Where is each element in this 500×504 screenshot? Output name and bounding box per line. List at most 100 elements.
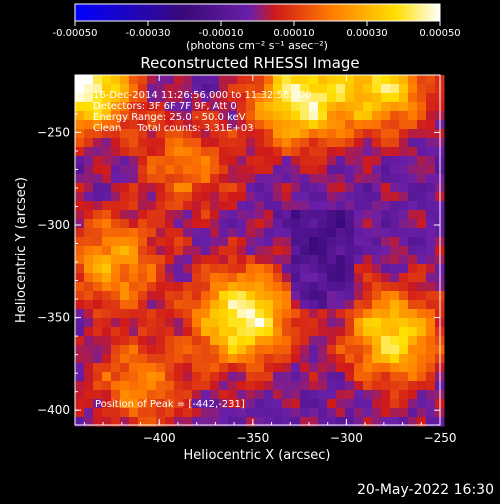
heatmap-cell <box>345 291 355 301</box>
heatmap-cell <box>417 120 427 130</box>
heatmap-cell <box>345 129 355 139</box>
heatmap-cell <box>300 309 310 319</box>
heatmap-cell <box>363 174 373 184</box>
heatmap-cell <box>219 354 229 364</box>
heatmap-cell <box>237 327 247 337</box>
heatmap-cell <box>417 246 427 256</box>
heatmap-cell <box>246 300 256 310</box>
heatmap-cell <box>75 120 85 130</box>
heatmap-cell <box>120 156 130 166</box>
heatmap-cell <box>336 93 346 103</box>
heatmap-cell <box>318 399 328 409</box>
heatmap-cell <box>327 120 337 130</box>
heatmap-cell <box>93 138 103 148</box>
heatmap-cell <box>192 183 202 193</box>
heatmap-cell <box>381 273 391 283</box>
heatmap-cell <box>93 363 103 373</box>
heatmap-cell <box>147 84 157 94</box>
heatmap-cell <box>201 120 211 130</box>
heatmap-cell <box>282 174 292 184</box>
heatmap-cell <box>354 75 364 85</box>
heatmap-cell <box>192 417 202 427</box>
heatmap-cell <box>201 84 211 94</box>
heatmap-cell <box>318 300 328 310</box>
heatmap-cell <box>75 156 85 166</box>
heatmap-cell <box>93 228 103 238</box>
heatmap-cell <box>183 174 193 184</box>
heatmap-cell <box>138 273 148 283</box>
heatmap-cell <box>372 417 382 427</box>
heatmap-cell <box>210 84 220 94</box>
heatmap-cell <box>327 210 337 220</box>
heatmap-cell <box>84 363 94 373</box>
heatmap-cell <box>336 129 346 139</box>
heatmap-cell <box>282 282 292 292</box>
heatmap-cell <box>363 228 373 238</box>
heatmap-cell <box>84 201 94 211</box>
heatmap-cell <box>273 174 283 184</box>
heatmap-cell <box>111 183 121 193</box>
heatmap-cell <box>381 291 391 301</box>
heatmap-cell <box>237 300 247 310</box>
heatmap-cell <box>246 93 256 103</box>
heatmap-cell <box>417 291 427 301</box>
heatmap-cell <box>165 183 175 193</box>
heatmap-cell <box>408 138 418 148</box>
heatmap-cell <box>372 174 382 184</box>
annotation-energy: Energy Range: 25.0 - 50.0 keV <box>93 112 246 123</box>
heatmap-cell <box>138 156 148 166</box>
heatmap-cell <box>354 309 364 319</box>
heatmap-cell <box>354 399 364 409</box>
heatmap-cell <box>390 75 400 85</box>
heatmap-cell <box>111 129 121 139</box>
heatmap-cell <box>273 210 283 220</box>
heatmap-cell <box>219 75 229 85</box>
heatmap-cell <box>399 390 409 400</box>
heatmap-cell <box>390 111 400 121</box>
heatmap-cell <box>192 102 202 112</box>
heatmap-cell <box>264 336 274 346</box>
heatmap-cell <box>147 237 157 247</box>
heatmap-cell <box>201 111 211 121</box>
heatmap-cell <box>147 381 157 391</box>
heatmap-cell <box>354 93 364 103</box>
heatmap-cell <box>84 399 94 409</box>
heatmap-cell <box>138 147 148 157</box>
heatmap-cell <box>291 417 301 427</box>
heatmap-cell <box>345 84 355 94</box>
heatmap-cell <box>300 111 310 121</box>
heatmap-cell <box>408 102 418 112</box>
heatmap-cell <box>183 192 193 202</box>
heatmap-cell <box>183 84 193 94</box>
heatmap-cell <box>264 399 274 409</box>
heatmap-cell <box>156 183 166 193</box>
heatmap-cell <box>93 210 103 220</box>
heatmap-cell <box>111 246 121 256</box>
heatmap-cell <box>255 255 265 265</box>
heatmap-cell <box>129 327 139 337</box>
heatmap-cell <box>408 372 418 382</box>
heatmap-cell <box>84 417 94 427</box>
heatmap-cell <box>138 246 148 256</box>
heatmap-cell <box>291 84 301 94</box>
heatmap-cell <box>255 138 265 148</box>
heatmap-cell <box>210 111 220 121</box>
heatmap-cell <box>219 399 229 409</box>
heatmap-cell <box>408 84 418 94</box>
heatmap-cell <box>390 237 400 247</box>
heatmap-cell <box>237 237 247 247</box>
heatmap-cell <box>93 399 103 409</box>
heatmap-cell <box>417 102 427 112</box>
heatmap-cell <box>255 219 265 229</box>
heatmap-cell <box>408 165 418 175</box>
heatmap-cell <box>129 228 139 238</box>
heatmap-cell <box>138 300 148 310</box>
heatmap-cell <box>183 120 193 130</box>
heatmap-cell <box>201 255 211 265</box>
heatmap-cell <box>273 408 283 418</box>
heatmap-cell <box>327 93 337 103</box>
heatmap-cell <box>336 228 346 238</box>
heatmap-cell <box>399 183 409 193</box>
heatmap-cell <box>219 408 229 418</box>
heatmap-cell <box>129 255 139 265</box>
